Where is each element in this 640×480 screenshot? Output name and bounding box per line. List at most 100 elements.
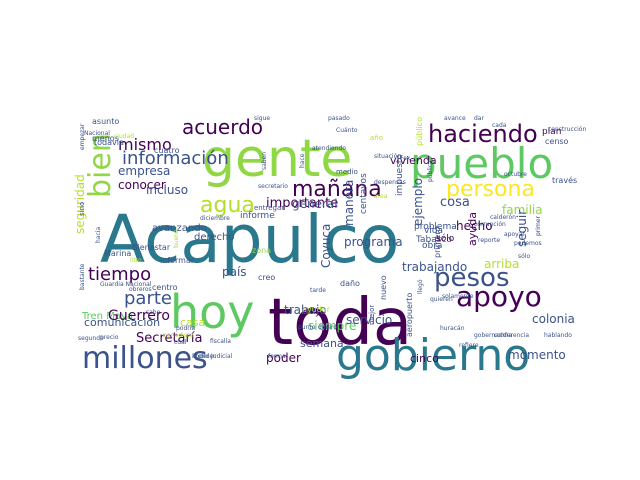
cloud-word: zona bbox=[252, 246, 271, 255]
cloud-word: daño bbox=[340, 279, 360, 288]
cloud-word: nuevo bbox=[379, 275, 388, 300]
cloud-word: llegó bbox=[417, 279, 424, 294]
cloud-word: casa bbox=[180, 316, 205, 329]
cloud-word: Poder Judicial bbox=[192, 353, 233, 360]
cloud-word: saben bbox=[261, 152, 268, 170]
cloud-word: corrupción bbox=[474, 221, 506, 228]
cloud-word: público bbox=[415, 117, 424, 146]
cloud-word: toda bbox=[268, 286, 412, 360]
cloud-word: obra bbox=[422, 241, 442, 251]
cloud-word: Marina bbox=[104, 249, 131, 258]
cloud-word: Coyuca bbox=[319, 224, 333, 268]
cloud-word: avanzando bbox=[152, 223, 207, 234]
cloud-word: cuatro bbox=[154, 146, 180, 155]
cloud-word: cinco bbox=[410, 352, 439, 365]
cloud-word: Nacional bbox=[84, 130, 110, 137]
cloud-word: centavos bbox=[359, 173, 369, 214]
cloud-word: vivienda bbox=[390, 154, 437, 167]
cloud-word: primero bbox=[433, 227, 442, 258]
cloud-word: acuerdo bbox=[182, 115, 263, 139]
cloud-word: Tabasco bbox=[415, 235, 452, 245]
cloud-word: podemos bbox=[514, 240, 542, 247]
cloud-word: hablando bbox=[544, 332, 572, 339]
cloud-word: empresa bbox=[118, 164, 170, 178]
cloud-word: hace bbox=[299, 153, 306, 168]
cloud-word: creo bbox=[258, 273, 275, 282]
cloud-word: ciudad bbox=[114, 133, 134, 140]
cloud-word: segundo bbox=[78, 335, 104, 342]
cloud-word: solamente bbox=[442, 293, 474, 300]
cloud-word: sino bbox=[78, 202, 86, 216]
cloud-word: ejemplo bbox=[411, 178, 425, 226]
cloud-word: Fox bbox=[400, 155, 411, 162]
cloud-word: primer bbox=[535, 216, 542, 236]
cloud-word: mañana bbox=[292, 177, 382, 202]
cloud-word: Guardia Nacional bbox=[100, 281, 152, 288]
cloud-word: censo bbox=[545, 137, 569, 146]
cloud-word: podría bbox=[176, 325, 195, 332]
cloud-word: programa bbox=[344, 235, 403, 249]
cloud-word: bien bbox=[83, 133, 118, 198]
cloud-word: informe bbox=[240, 211, 275, 221]
cloud-word: cada bbox=[492, 122, 507, 129]
cloud-word: Cuánto bbox=[336, 127, 358, 134]
cloud-word: año bbox=[370, 134, 383, 142]
cloud-word: buena bbox=[173, 229, 180, 248]
cloud-word: cual bbox=[174, 339, 187, 346]
cloud-word: Bienestar bbox=[132, 243, 171, 252]
cloud-word: apoyo bbox=[456, 280, 542, 313]
cloud-word: avance bbox=[444, 115, 466, 122]
cloud-word: precio bbox=[100, 334, 119, 341]
cloud-word: huracán bbox=[440, 325, 465, 332]
cloud-word: reporte bbox=[478, 237, 500, 244]
cloud-word: construcción bbox=[548, 126, 586, 133]
cloud-word: tiempo bbox=[88, 264, 151, 285]
cloud-word: persona bbox=[446, 177, 535, 202]
cloud-word: tarde bbox=[310, 287, 326, 294]
cloud-word: bastante bbox=[79, 263, 86, 290]
cloud-word: centro bbox=[152, 283, 178, 292]
cloud-word: octubre bbox=[504, 171, 527, 178]
cloud-word: litro bbox=[130, 257, 142, 264]
cloud-word: incluso bbox=[146, 183, 188, 197]
cloud-word: Acapulco bbox=[100, 201, 399, 278]
cloud-word: conferencia bbox=[494, 332, 529, 339]
cloud-word: medio bbox=[336, 168, 358, 176]
cloud-word: derecho bbox=[194, 232, 235, 243]
cloud-word: sólo bbox=[436, 233, 455, 244]
cloud-word: pesos bbox=[434, 263, 510, 293]
cloud-word: momento bbox=[508, 348, 566, 362]
cloud-word: situación bbox=[374, 153, 401, 160]
cloud-word: arriba bbox=[484, 257, 519, 271]
cloud-word: través bbox=[552, 175, 577, 185]
cloud-word: apoyar bbox=[504, 231, 525, 238]
cloud-word: trabajando bbox=[402, 260, 467, 274]
cloud-word: todavía bbox=[94, 138, 124, 147]
cloud-word: secretario bbox=[258, 183, 288, 190]
cloud-word: aeropuerto bbox=[405, 293, 414, 337]
cloud-word: servicio bbox=[346, 313, 392, 327]
cloud-word: familia bbox=[502, 203, 543, 217]
cloud-word: gobernadora bbox=[474, 332, 513, 339]
cloud-word: Secretaría bbox=[136, 331, 202, 346]
cloud-word: mismo bbox=[118, 135, 172, 154]
cloud-word: seguridad bbox=[73, 174, 87, 234]
cloud-word: dinero bbox=[318, 324, 337, 331]
cloud-word: gobierno bbox=[336, 330, 530, 381]
cloud-word: periodista bbox=[163, 332, 193, 339]
cloud-word: pública bbox=[427, 160, 434, 182]
cloud-word: cosa bbox=[440, 195, 470, 210]
cloud-word: pasado bbox=[328, 115, 350, 122]
cloud-word: hoy bbox=[170, 285, 255, 339]
cloud-word: Tren Maya bbox=[81, 311, 133, 322]
cloud-word: diciembre bbox=[200, 215, 230, 222]
cloud-word: área bbox=[374, 193, 388, 200]
cloud-word: calderón bbox=[490, 214, 516, 221]
cloud-word: Guerrero bbox=[108, 308, 170, 324]
cloud-word: sigue bbox=[254, 115, 270, 122]
cloud-word: sólo bbox=[518, 253, 530, 260]
cloud-word: entregar bbox=[254, 204, 284, 212]
cloud-word: refiere bbox=[459, 342, 479, 349]
cloud-word: atender bbox=[192, 353, 216, 360]
